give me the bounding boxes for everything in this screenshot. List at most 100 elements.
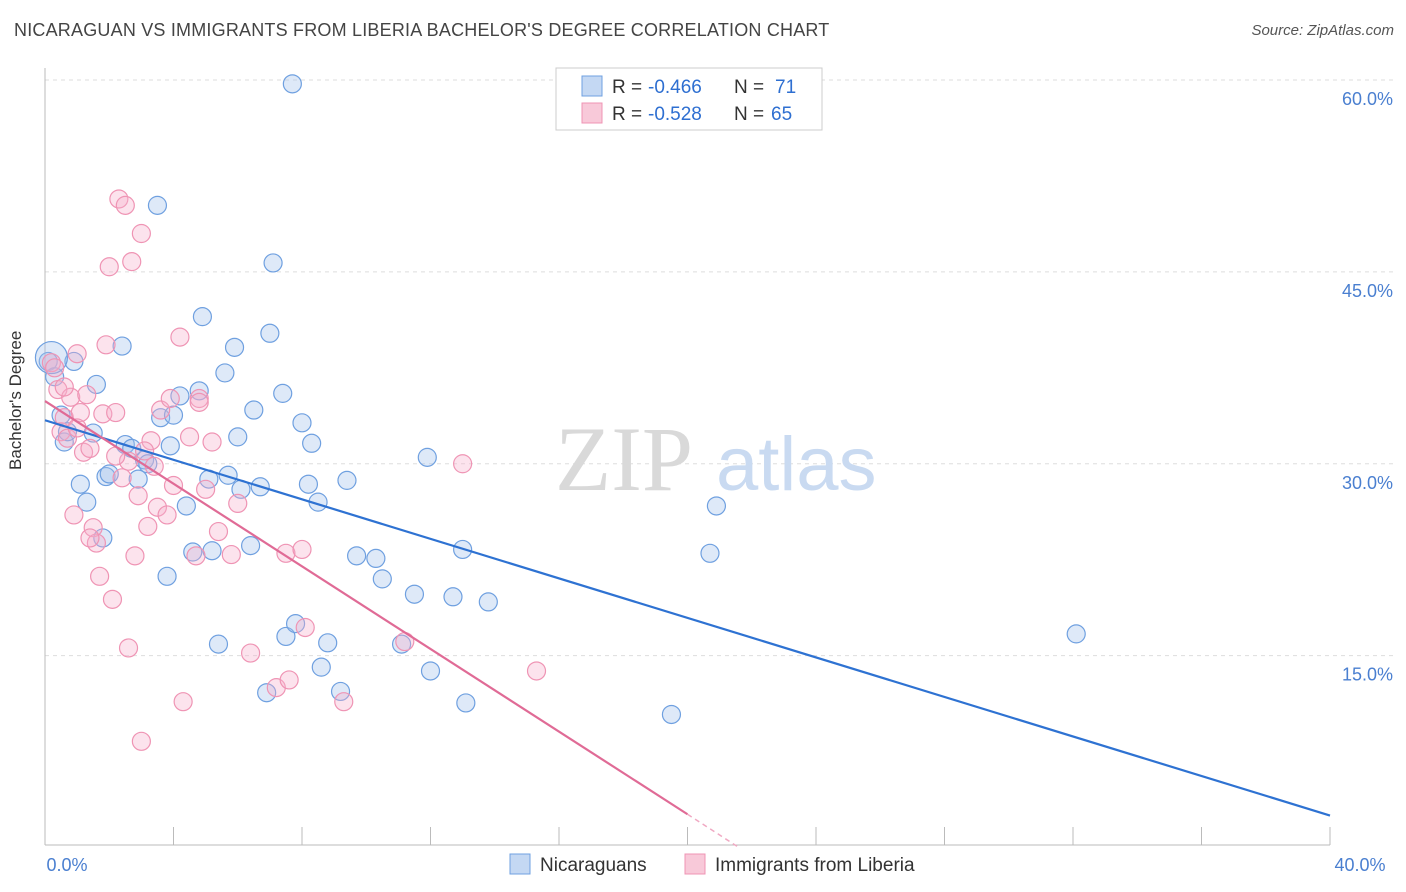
y-tick-label: 30.0% xyxy=(1342,473,1393,493)
point-nicaraguans xyxy=(208,634,229,654)
point-nicaraguans xyxy=(224,337,245,357)
point-nicaraguans xyxy=(99,464,119,484)
point-liberia xyxy=(83,518,103,538)
point-nicaraguans xyxy=(257,683,277,703)
y-tick-label: 45.0% xyxy=(1342,281,1393,301)
point-nicaraguans xyxy=(241,536,261,556)
series-legend: Nicaraguans Immigrants from Liberia xyxy=(509,853,915,876)
point-nicaraguans xyxy=(64,351,84,372)
point-nicaraguans xyxy=(661,704,682,725)
point-liberia xyxy=(122,252,142,272)
point-liberia xyxy=(128,486,148,506)
point-liberia xyxy=(160,388,180,409)
point-liberia xyxy=(241,643,261,663)
point-liberia xyxy=(64,505,84,525)
point-nicaraguans xyxy=(417,447,437,467)
point-liberia xyxy=(141,431,161,451)
point-nicaraguans xyxy=(96,466,116,487)
point-liberia xyxy=(208,521,229,542)
y-tick-label: 15.0% xyxy=(1342,665,1393,685)
point-nicaraguans xyxy=(330,681,351,702)
legend-n-label: N = xyxy=(734,77,764,98)
bottom-legend-nicaraguans: Nicaraguans xyxy=(540,855,647,876)
x-tick-label: 40.0% xyxy=(1334,855,1385,875)
point-nicaraguans xyxy=(189,381,209,401)
point-liberia xyxy=(86,533,107,553)
point-liberia xyxy=(61,387,81,407)
gridlines xyxy=(45,79,1395,657)
point-liberia xyxy=(54,377,74,397)
point-liberia xyxy=(115,195,135,215)
chart-source: Source: ZipAtlas.com xyxy=(1251,22,1394,39)
point-nicaraguans xyxy=(218,465,238,485)
point-nicaraguans xyxy=(366,548,386,569)
bottom-legend-swatch-liberia xyxy=(684,853,706,875)
point-liberia xyxy=(131,731,151,751)
point-liberia xyxy=(102,589,123,609)
point-liberia xyxy=(186,546,206,566)
watermark-atlas: atlas xyxy=(716,422,877,507)
point-nicaraguans xyxy=(244,400,264,420)
point-nicaraguans xyxy=(260,323,280,343)
legend-swatch-nicaraguans xyxy=(581,75,603,97)
point-nicaraguans xyxy=(318,633,338,653)
point-liberia xyxy=(196,479,216,499)
point-nicaraguans xyxy=(337,470,357,490)
point-liberia xyxy=(334,692,354,712)
legend-r-label: R = xyxy=(612,104,642,125)
legend-n-value: 71 xyxy=(775,77,796,98)
point-liberia xyxy=(99,257,119,277)
point-liberia xyxy=(173,692,193,712)
point-liberia xyxy=(453,454,473,474)
x-tick-label: 0.0% xyxy=(46,855,87,875)
point-nicaraguans xyxy=(391,634,412,654)
point-liberia xyxy=(228,493,248,514)
point-liberia xyxy=(125,546,145,566)
trend-line-liberia-extension xyxy=(687,813,740,849)
axes xyxy=(44,68,1331,846)
point-liberia xyxy=(221,544,241,565)
point-liberia xyxy=(138,516,158,537)
point-liberia xyxy=(77,385,97,405)
point-nicaraguans xyxy=(163,405,184,425)
point-liberia xyxy=(41,353,62,373)
chart-title: NICARAGUAN VS IMMIGRANTS FROM LIBERIA BA… xyxy=(14,20,830,40)
point-nicaraguans xyxy=(311,657,331,677)
point-nicaraguans xyxy=(157,566,177,586)
point-liberia xyxy=(526,661,547,681)
point-liberia xyxy=(112,468,132,488)
point-nicaraguans xyxy=(202,541,222,561)
point-liberia xyxy=(202,432,222,452)
legend-n-value: 65 xyxy=(771,104,792,125)
bottom-legend-swatch-nicaraguans xyxy=(509,853,531,875)
trend-lines xyxy=(44,400,1331,849)
point-nicaraguans xyxy=(706,496,727,516)
point-nicaraguans xyxy=(276,626,296,647)
point-liberia xyxy=(80,438,100,458)
point-nicaraguans xyxy=(86,374,107,395)
point-liberia xyxy=(295,617,315,638)
point-liberia xyxy=(131,223,151,244)
point-nicaraguans xyxy=(302,433,322,453)
point-nicaraguans xyxy=(215,363,235,383)
trend-line-nicaraguans xyxy=(44,419,1331,817)
point-liberia xyxy=(67,344,87,364)
point-liberia xyxy=(80,528,100,548)
point-liberia xyxy=(106,402,126,423)
point-nicaraguans xyxy=(70,474,90,494)
point-liberia xyxy=(45,358,65,378)
legend-swatch-liberia xyxy=(581,102,603,124)
point-nicaraguans xyxy=(112,336,132,356)
point-nicaraguans xyxy=(443,587,463,607)
y-tick-label: 60.0% xyxy=(1342,89,1393,109)
point-nicaraguans xyxy=(420,661,441,681)
point-liberia xyxy=(90,566,110,586)
point-nicaraguans xyxy=(192,307,213,327)
point-liberia xyxy=(118,638,139,658)
point-nicaraguans xyxy=(128,469,148,489)
point-liberia xyxy=(157,505,177,525)
legend-r-label: R = xyxy=(612,77,642,98)
point-liberia xyxy=(57,428,78,448)
point-nicaraguans xyxy=(404,584,425,604)
